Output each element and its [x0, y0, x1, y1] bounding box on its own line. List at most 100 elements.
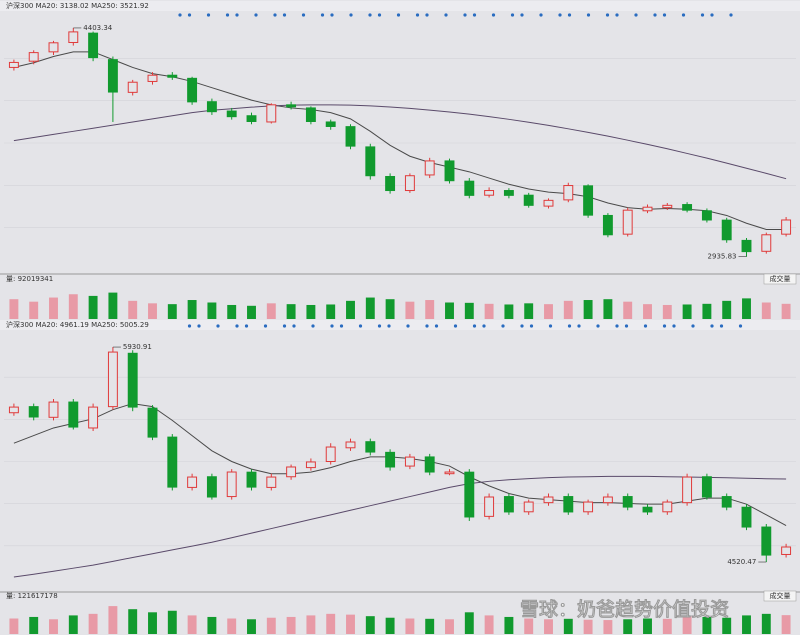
- signal-dot: [330, 324, 334, 328]
- ma-line: [13, 104, 787, 180]
- signal-dot: [425, 324, 429, 328]
- candle-body: [365, 146, 376, 177]
- candle-body: [266, 476, 277, 488]
- volume-bar: [286, 304, 296, 319]
- candle-body: [721, 496, 732, 508]
- volume-bar: [167, 304, 177, 319]
- candle-body: [246, 115, 257, 122]
- volume-bar: [49, 619, 58, 634]
- volume-bar: [385, 299, 395, 319]
- volume-bar: [405, 618, 415, 634]
- volume-bar: [662, 618, 672, 634]
- volume-bar: [603, 299, 613, 319]
- candle-body: [563, 496, 574, 513]
- candle-body: [662, 204, 673, 209]
- signal-dot: [548, 324, 553, 328]
- signal-dot: [510, 13, 515, 17]
- signal-dot: [178, 13, 182, 17]
- signal-dot: [377, 13, 382, 17]
- volume-bar: [227, 618, 237, 634]
- candle-body: [622, 209, 633, 235]
- volume-bar: [68, 615, 78, 634]
- volume-bar: [583, 300, 593, 319]
- volume-bar: [266, 617, 276, 634]
- candle-body: [226, 110, 237, 118]
- volume-bar: [702, 616, 712, 634]
- candle-body: [305, 461, 316, 469]
- signal-dot: [197, 324, 201, 328]
- volume-bar: [643, 304, 652, 319]
- signal-dot: [311, 324, 315, 328]
- candle-body: [701, 476, 712, 498]
- signal-dot: [387, 324, 391, 328]
- signal-dot: [320, 13, 325, 17]
- candle-body: [226, 471, 237, 498]
- candle-body: [484, 496, 495, 517]
- header-bar: [0, 320, 800, 330]
- candle-body: [28, 406, 39, 418]
- candle-body: [602, 214, 613, 236]
- signal-dot: [206, 13, 211, 17]
- signal-dot: [719, 324, 724, 328]
- candle-body: [761, 234, 772, 252]
- candle-body: [187, 77, 198, 103]
- signal-dot: [472, 324, 477, 328]
- candle-body: [622, 496, 633, 508]
- signal-dot: [710, 13, 714, 17]
- signal-dot: [662, 324, 667, 328]
- candle-body: [48, 401, 59, 418]
- candle-body: [206, 101, 217, 113]
- signal-dot: [358, 324, 363, 328]
- volume-bar: [603, 620, 613, 634]
- signal-dot: [596, 324, 600, 328]
- volume-bar: [128, 300, 138, 319]
- candle-body: [365, 441, 376, 453]
- volume-bar: [68, 294, 78, 319]
- candle-body: [642, 506, 653, 513]
- candle-body: [385, 451, 396, 468]
- ma-line: [13, 403, 787, 526]
- signal-dot: [330, 13, 334, 17]
- signal-dot: [558, 13, 562, 17]
- signal-dot: [567, 13, 572, 17]
- volume-bar: [29, 616, 39, 634]
- signal-dot: [434, 324, 439, 328]
- signal-dot: [691, 324, 695, 328]
- volume-bar: [504, 304, 514, 319]
- signal-dot: [235, 13, 239, 17]
- volume-bar: [643, 618, 652, 634]
- volume-bar: [623, 301, 633, 319]
- volume-bar: [623, 619, 633, 634]
- candle-body: [781, 219, 792, 235]
- volume-bar: [108, 292, 118, 319]
- panel-title: 沪深300 MA20: 3138.02 MA250: 3521.92: [6, 1, 149, 10]
- candle-body: [305, 107, 316, 122]
- signal-dot: [729, 13, 733, 17]
- signal-dot: [225, 13, 230, 17]
- candle-body: [424, 456, 435, 473]
- candle-body: [682, 476, 693, 504]
- volume-bar: [445, 302, 454, 319]
- candle-body: [68, 401, 79, 428]
- candle-body: [325, 446, 336, 463]
- volume-button: [763, 273, 797, 285]
- candle-body: [206, 476, 217, 498]
- volume-button: [763, 590, 797, 602]
- high-label: 4403.34: [83, 24, 112, 32]
- candle-body: [602, 496, 613, 504]
- signal-dot: [377, 324, 382, 328]
- volume-bar: [306, 304, 316, 319]
- candle-body: [8, 406, 19, 414]
- volume-bar: [742, 298, 751, 319]
- ma-line: [13, 475, 787, 578]
- signal-dot: [577, 324, 581, 328]
- volume-bar: [306, 615, 316, 634]
- signal-dot: [700, 13, 705, 17]
- candle-body: [424, 160, 435, 176]
- volume-bar: [781, 303, 791, 319]
- ma-line: [13, 51, 787, 230]
- volume-bar: [346, 300, 355, 319]
- candle-body: [523, 501, 534, 513]
- signal-dot: [301, 13, 306, 17]
